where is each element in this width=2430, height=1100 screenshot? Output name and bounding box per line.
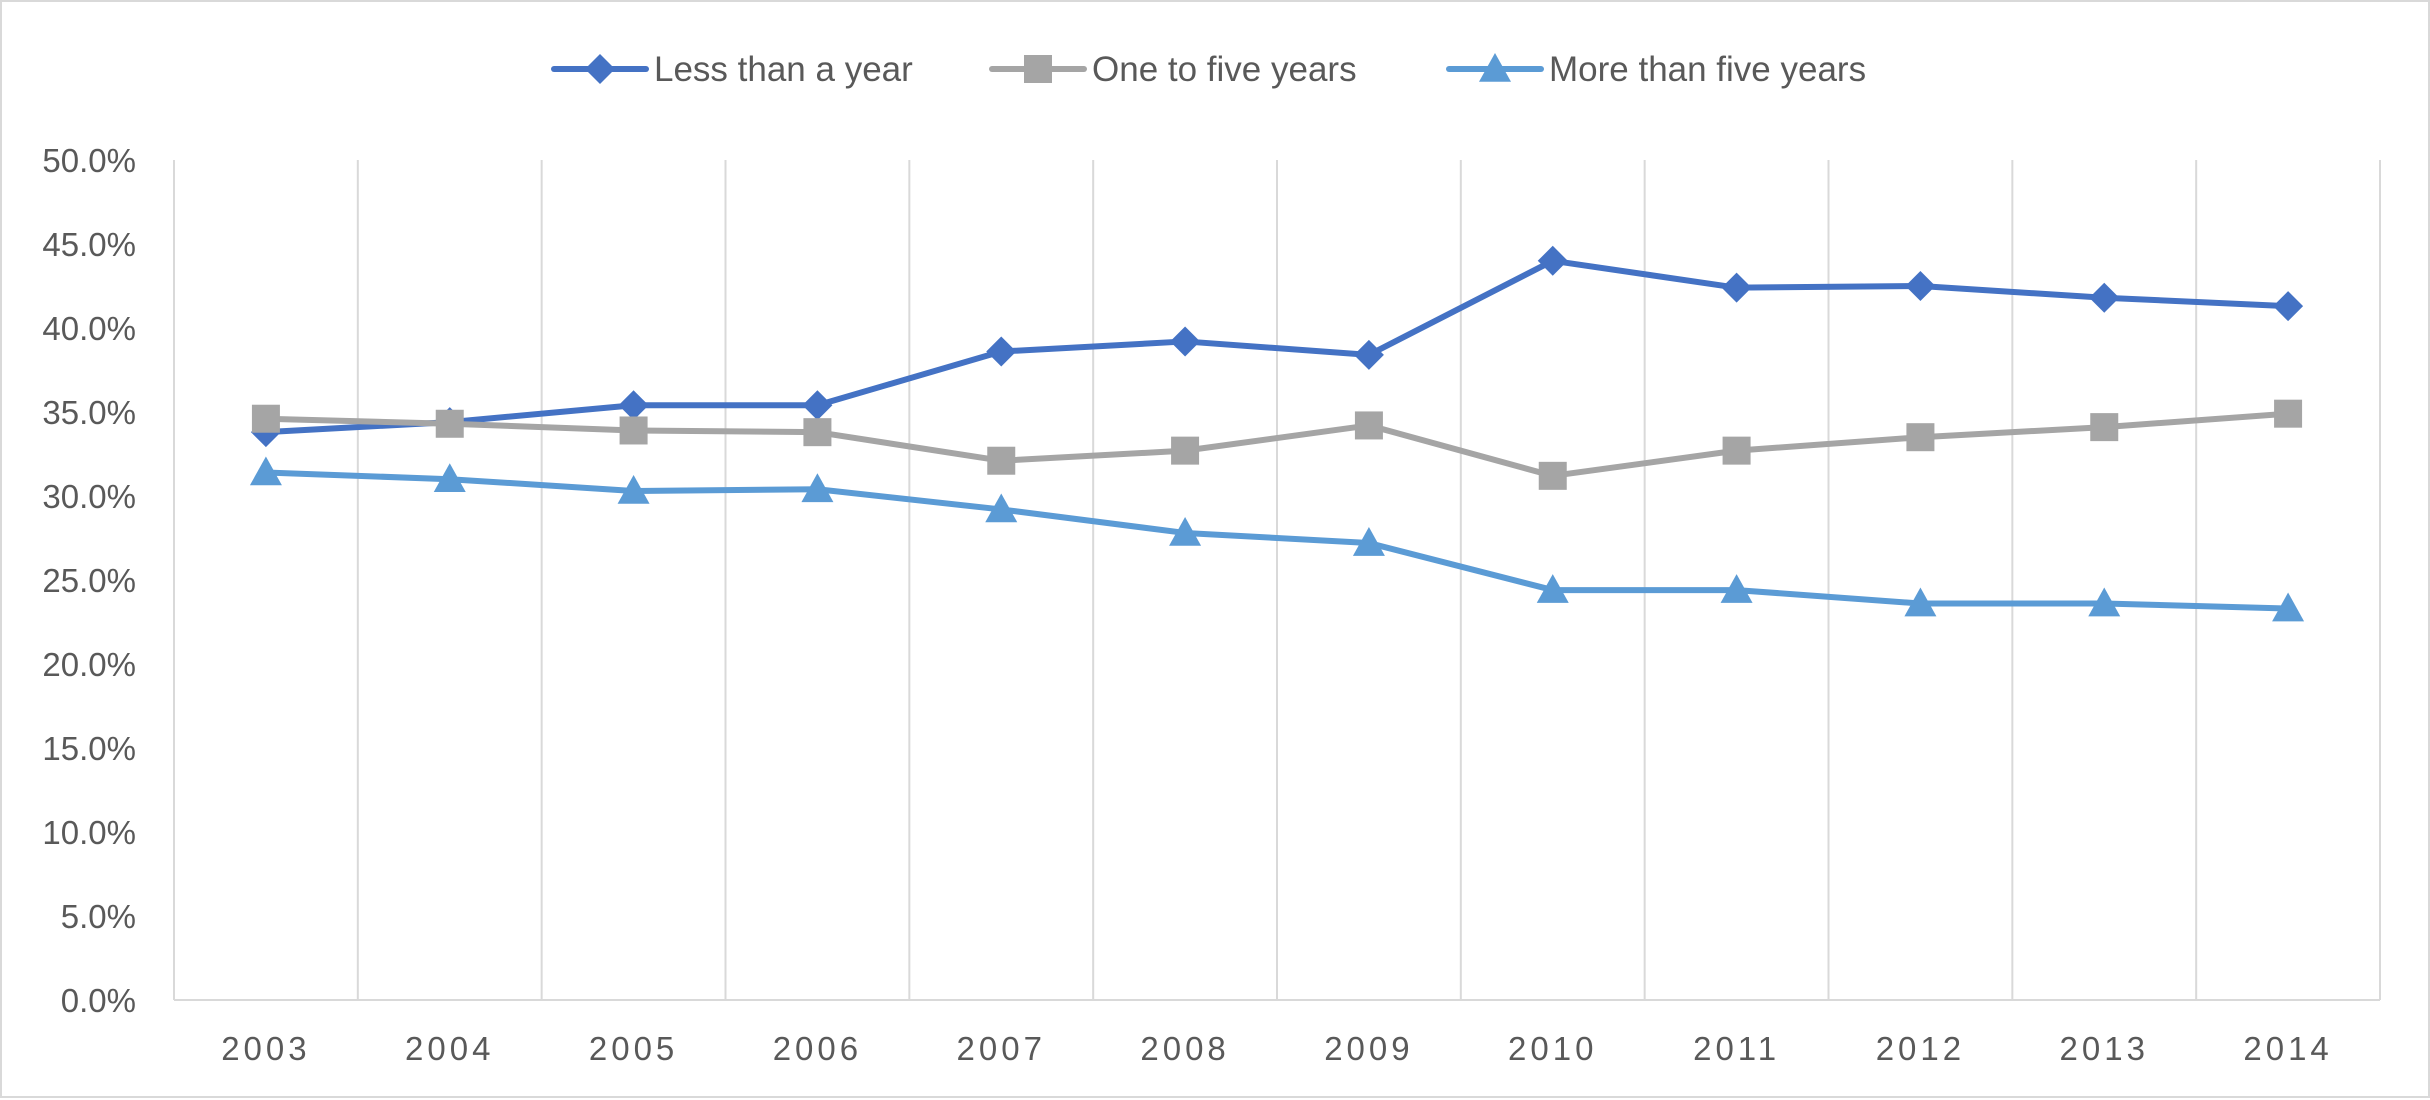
data-point [1354,411,1383,440]
series-more-than-five-years [249,456,2305,622]
series-one-to-five-years [251,399,2303,490]
data-point [2272,592,2305,622]
data-point [251,404,280,433]
x-tick-label: 2013 [2060,1030,2149,1067]
x-tick-label: 2009 [1324,1030,1413,1067]
legend-marker [1024,55,1052,83]
data-point [1353,339,1384,370]
x-tick-label: 2010 [1508,1030,1597,1067]
data-point [1352,527,1385,556]
legend-entry-less-than-a-year: Less than a year [551,50,913,89]
data-point [1538,461,1567,490]
data-point [985,493,1018,523]
data-point [2090,413,2119,442]
y-tick-label: 30.0% [42,478,136,515]
data-point [2089,282,2120,313]
y-tick-label: 10.0% [42,814,136,851]
y-tick-label: 25.0% [42,562,136,599]
data-point [801,473,834,503]
x-tick-label: 2005 [589,1030,678,1067]
data-point [1721,272,1752,303]
legend-entry-one-to-five-years: One to five years [989,50,1357,89]
axes [173,160,2381,1001]
legend-marker [1479,53,1511,82]
series-line [262,257,2292,436]
data-point [618,390,649,421]
legend-label: More than five years [1549,50,1866,89]
x-tick-label: 2006 [773,1030,862,1067]
legend: Less than a year One to five years More th… [551,50,1866,89]
data-point [2088,587,2121,617]
data-point [617,474,650,504]
y-tick-label: 0.0% [61,982,136,1019]
x-axis-tick-labels: 2003 2004 2005 2006 2007 2008 2009 2010 2011 2012… [221,1030,2332,1067]
y-tick-label: 20.0% [42,646,136,683]
data-point [1720,574,1753,603]
data-point [249,456,282,486]
x-tick-label: 2003 [221,1030,310,1067]
y-tick-label: 50.0% [42,142,136,179]
legend-label: Less than a year [654,50,913,89]
data-point [1169,516,1202,546]
series-line [262,469,2292,612]
y-tick-label: 5.0% [61,898,136,935]
data-point [1906,423,1935,452]
data-point [619,416,648,445]
y-tick-label: 35.0% [42,394,136,431]
data-point [433,463,466,492]
data-point [803,418,832,447]
data-point [1537,245,1568,276]
data-point [2273,291,2304,322]
legend-label: One to five years [1092,50,1357,89]
x-tick-label: 2007 [957,1030,1046,1067]
data-point [802,390,833,421]
x-tick-label: 2014 [2243,1030,2332,1067]
data-point [2274,399,2303,428]
vertical-gridlines [356,160,2198,1000]
y-tick-label: 45.0% [42,226,136,263]
series-less-than-a-year [250,245,2304,448]
data-point [1170,326,1201,357]
data-point [435,409,464,438]
x-tick-label: 2011 [1693,1030,1780,1067]
data-point [1171,436,1200,465]
series-group [249,245,2305,622]
data-point [986,336,1017,367]
data-point [1905,271,1936,301]
y-tick-label: 15.0% [42,730,136,767]
series-line [262,410,2292,479]
legend-entry-more-than-five-years: More than five years [1446,50,1866,89]
data-point [1904,587,1937,617]
y-tick-label: 40.0% [42,310,136,347]
legend-marker [585,54,615,84]
data-point [987,446,1016,475]
x-tick-label: 2004 [405,1030,494,1067]
x-tick-label: 2012 [1876,1030,1965,1067]
x-tick-label: 2008 [1140,1030,1229,1067]
y-axis-tick-labels: 0.0% 5.0% 10.0% 15.0% 20.0% 25.0% 30.0% 35.0% 40… [42,142,136,1019]
data-point [1722,436,1751,465]
data-point [1536,574,1569,603]
